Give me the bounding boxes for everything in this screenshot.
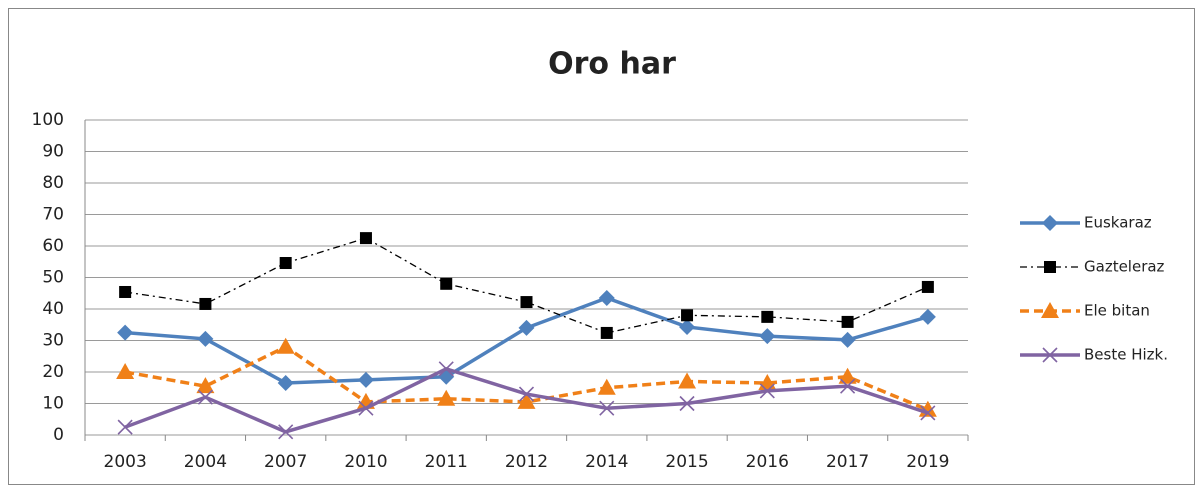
data-point [440,277,453,290]
data-point [116,363,135,379]
data-point [119,285,132,298]
data-point [599,400,615,416]
y-tick-label: 90 [42,142,64,162]
data-point [597,378,616,395]
data-point [518,319,535,336]
y-tick-label: 0 [53,425,64,445]
x-tick-label: 2003 [104,452,147,472]
data-point [437,389,456,406]
x-tick-label: 2004 [184,452,227,472]
legend-marker [1041,302,1059,318]
legend-marker [1044,261,1056,273]
y-tick-label: 20 [42,362,64,382]
legend-label: Gazteleraz [1084,258,1165,276]
data-point [839,331,856,348]
data-point [197,330,214,347]
x-tick-label: 2012 [505,452,548,472]
data-point [196,377,215,394]
data-point [759,383,775,399]
data-point [117,324,134,341]
x-tick-label: 2014 [585,452,628,472]
x-tick-label: 2007 [264,452,307,472]
y-tick-label: 50 [42,268,64,288]
data-point [277,375,294,392]
data-point [117,419,133,435]
data-point [197,389,213,405]
data-point [358,400,374,416]
chart-title: Oro har [548,47,676,82]
data-point [359,232,372,245]
x-tick-label: 2010 [344,452,387,472]
legend-marker [1042,347,1058,363]
data-point [278,424,294,440]
data-point [438,361,454,377]
data-point [841,315,854,328]
data-point [920,405,936,421]
data-point [199,297,212,310]
x-tick-label: 2019 [906,452,949,472]
legend-label: Beste Hizk. [1084,346,1168,364]
data-point [759,328,776,345]
y-tick-label: 80 [42,173,64,193]
legend-label: Euskaraz [1084,214,1152,232]
x-tick-label: 2016 [746,452,789,472]
data-point [838,367,857,384]
legend-label: Ele bitan [1084,302,1150,320]
y-tick-label: 10 [42,394,64,414]
data-point [279,257,292,270]
data-point [840,378,856,394]
y-tick-label: 100 [32,110,64,130]
data-point [518,386,535,402]
y-tick-label: 60 [42,236,64,256]
y-tick-label: 40 [42,299,64,319]
data-point [678,372,697,389]
data-point [598,289,615,306]
y-tick-label: 30 [42,331,64,351]
data-point [679,395,695,412]
data-point [679,318,696,335]
data-point [600,326,613,339]
data-point [517,392,536,409]
data-point [681,309,694,322]
y-tick-label: 70 [42,205,64,225]
data-point [921,280,934,293]
legend-marker [1042,215,1058,231]
data-point [520,296,533,309]
data-point [276,337,295,354]
x-tick-label: 2015 [665,452,708,472]
data-point [919,308,936,325]
x-tick-label: 2011 [425,452,468,472]
data-point [761,310,774,323]
data-point [357,371,374,388]
x-tick-label: 2017 [826,452,869,472]
